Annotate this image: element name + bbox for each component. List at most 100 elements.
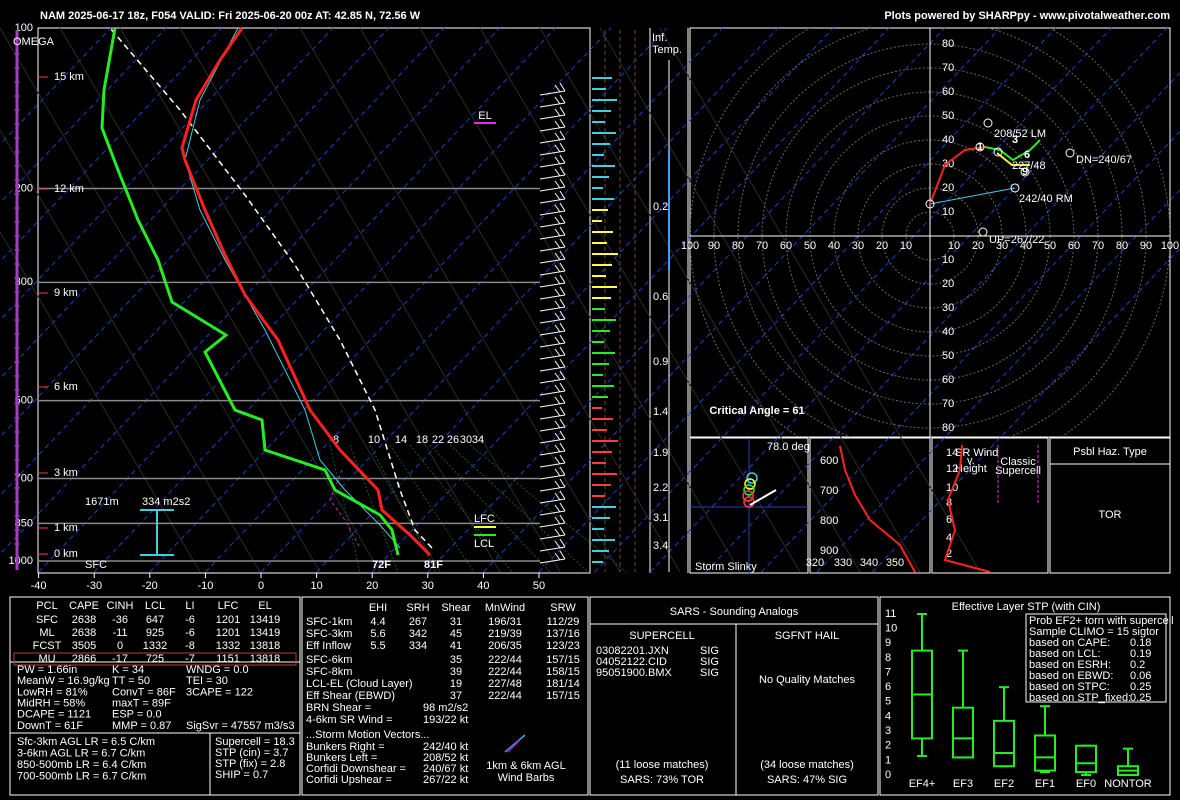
dry-adiabat <box>359 27 681 573</box>
kin-header: SRW <box>550 602 576 614</box>
temp-label: 0 <box>258 580 264 592</box>
kin-cell: 227/48 <box>488 678 522 690</box>
severe-index: Supercell = 18.3 <box>215 736 295 748</box>
mixing-ratio-line <box>429 444 551 573</box>
barb-shaft <box>539 190 566 204</box>
barb-shaft <box>539 370 566 384</box>
parcel-cell: -11 <box>112 627 127 639</box>
inftemp-label: 3.1 <box>653 512 668 524</box>
isotherm <box>371 27 890 573</box>
parcel-trace <box>109 27 433 549</box>
pressure-label: 300 <box>15 276 33 288</box>
kin-label: SFC-3km <box>306 628 352 640</box>
wind-barb <box>539 178 566 192</box>
theta-e-pressure: 900 <box>820 545 838 557</box>
kin-cell: 4.4 <box>370 616 385 628</box>
motion-label: Bunkers Left = <box>306 752 377 764</box>
temp-label: -30 <box>86 580 102 592</box>
temp-label: 40 <box>477 580 489 592</box>
theta-e-profile <box>839 445 916 573</box>
height-label: 12 km <box>54 183 84 195</box>
isotherm <box>38 27 556 573</box>
barb-shaft <box>539 274 566 288</box>
slinky-ring <box>744 478 756 490</box>
stp-prob-value: 0.19 <box>1130 648 1151 660</box>
isotherm <box>483 27 1001 573</box>
stp-prob-label: based on CAPE: <box>1029 637 1110 649</box>
hodo-label: 80 <box>1116 240 1128 252</box>
kin-extra-label: BRN Shear = <box>306 702 371 714</box>
mixing-ratio-line <box>409 444 513 573</box>
wind-barb <box>539 286 566 300</box>
barb-shaft <box>539 106 566 120</box>
hodo-label: 30 <box>852 240 864 252</box>
theta-e-tick: 330 <box>834 557 852 569</box>
wind-barb <box>539 154 566 168</box>
parcel-header: LFC <box>218 600 239 612</box>
kin-cell: 206/35 <box>488 640 522 652</box>
hodo-marker: 3 <box>1012 134 1018 146</box>
hodo-point <box>978 227 988 237</box>
stp-category: NONTOR <box>1104 778 1152 790</box>
barb-shaft <box>539 250 566 264</box>
kin-cell: 222/44 <box>488 654 522 666</box>
hodo-label: 20 <box>942 278 954 290</box>
barb-shaft <box>539 310 566 324</box>
barb-shaft <box>539 346 566 360</box>
eff-srh: 334 m2s2 <box>142 496 190 508</box>
hodo-point <box>1010 183 1020 193</box>
wind-barb <box>539 394 566 408</box>
sfc-dewpoint: 72F <box>372 559 391 571</box>
hazard-value: TOR <box>1098 509 1121 521</box>
corfidi-down: DN=240/67 <box>1076 154 1132 166</box>
inftemp-label: 1.9 <box>653 447 668 459</box>
lapse-rate: 3-6km AGL LR = 6.7 C/km <box>17 747 145 759</box>
lapse-rate: 700-500mb LR = 6.7 C/km <box>17 770 146 782</box>
sars-footer: (11 loose matches) <box>616 759 709 771</box>
barb-shaft <box>539 526 566 540</box>
hodo-label: 50 <box>942 350 954 362</box>
temp-label: 10 <box>310 580 322 592</box>
barb-shaft <box>539 166 566 180</box>
stp-ytick: 11 <box>885 608 896 620</box>
parcel-cell: 1332 <box>143 640 167 652</box>
wind-barb <box>539 274 566 288</box>
thermo-item: TEI = 30 <box>186 675 228 687</box>
stp-ytick: 7 <box>885 666 891 678</box>
parcel-cell: 2638 <box>72 614 96 626</box>
barb-shaft <box>539 118 566 132</box>
lfc-label: LFC <box>474 513 495 525</box>
mixing-ratio-label: 30 <box>460 434 472 446</box>
hodo-point <box>975 142 985 152</box>
theta-e-tick: 320 <box>806 557 824 569</box>
hodo-label: 70 <box>942 62 954 74</box>
parcel-cell: 1151 <box>216 653 240 665</box>
stp-box <box>993 719 1015 768</box>
motion-value: 208/52 kt <box>423 752 468 764</box>
stp-box <box>952 706 974 759</box>
lapse-rate: Sfc-3km AGL LR = 6.5 C/km <box>17 736 155 748</box>
kin-header: SRH <box>406 602 429 614</box>
parcel-header: PCL <box>36 600 57 612</box>
kin-cell: 158/15 <box>546 666 580 678</box>
inftemp-label: 0.6 <box>653 291 668 303</box>
stp-ytick: 3 <box>885 725 891 737</box>
wind-barb <box>539 346 566 360</box>
thermo-item: DCAPE = 1121 <box>17 709 91 721</box>
parcel-header: CAPE <box>69 600 99 612</box>
height-label: 0 km <box>54 548 78 560</box>
barb-shaft <box>539 214 566 228</box>
kin-extra-value: 193/22 kt <box>423 714 468 726</box>
thermo-item: 3CAPE = 122 <box>186 686 253 698</box>
stp-ytick: 8 <box>885 652 891 664</box>
kin-cell: 37 <box>450 690 462 702</box>
parcel-cell: -6 <box>185 627 195 639</box>
barb-shaft <box>539 490 566 504</box>
parcel-cell: 1201 <box>216 627 240 639</box>
thermo-item: K = 34 <box>112 664 144 676</box>
barb-shaft <box>539 94 566 108</box>
barb-note: 1km & 6km AGL <box>486 760 565 772</box>
kin-cell: 334 <box>409 640 427 652</box>
barb-shaft <box>539 262 566 276</box>
isotherm <box>0 27 445 497</box>
